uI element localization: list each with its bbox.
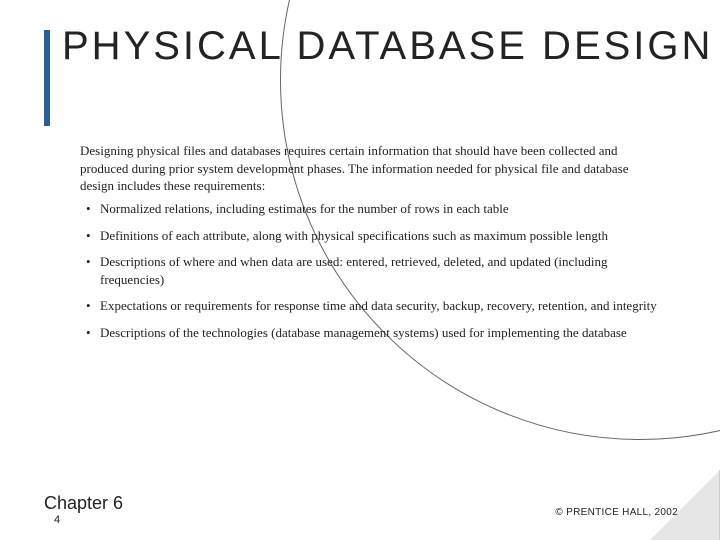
bullet-item: Descriptions of where and when data are … <box>86 253 658 288</box>
copyright-text: © PRENTICE HALL, 2002 <box>555 507 678 518</box>
slide-title: PHYSICAL DATABASE DESIGN <box>62 24 713 69</box>
slide: PHYSICAL DATABASE DESIGN Designing physi… <box>0 0 720 540</box>
accent-bar <box>44 30 50 126</box>
bullet-item: Descriptions of the technologies (databa… <box>86 324 658 342</box>
bullet-item: Normalized relations, including estimate… <box>86 200 658 218</box>
chapter-label: Chapter 6 <box>44 493 123 514</box>
page-number: 4 <box>54 514 60 526</box>
intro-paragraph: Designing physical files and databases r… <box>80 142 660 195</box>
page-fold-decoration <box>650 470 720 540</box>
bullet-item: Definitions of each attribute, along wit… <box>86 227 658 245</box>
bullet-item: Expectations or requirements for respons… <box>86 297 658 315</box>
bullet-list: Normalized relations, including estimate… <box>86 200 658 350</box>
